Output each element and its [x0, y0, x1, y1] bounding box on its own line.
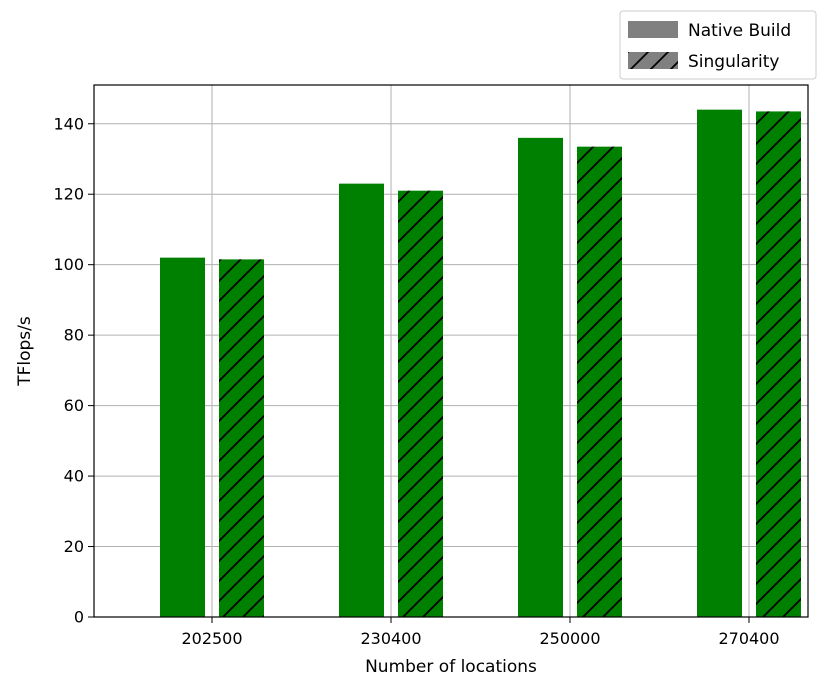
bars	[160, 109, 801, 618]
x-tick-label: 202500	[181, 629, 242, 648]
x-tick-label: 270400	[718, 629, 779, 648]
bar-native-build	[339, 183, 384, 618]
y-tick-label: 0	[74, 608, 84, 627]
axis-ticks: 0 20 40 60 80 100 120 140 202500 230400 250000 2704…	[53, 114, 779, 648]
grid-lines	[94, 85, 808, 618]
legend-swatch-native-build	[628, 21, 678, 38]
bar-singularity-hatch	[756, 111, 801, 618]
legend-label-native-build: Native Build	[688, 21, 791, 41]
x-axis-label: Number of locations	[365, 657, 537, 677]
bar-singularity-hatch	[577, 146, 622, 617]
legend: Native Build Singularity	[619, 10, 817, 80]
x-tick-label: 230400	[360, 629, 421, 648]
y-tick-label: 80	[64, 326, 84, 345]
y-tick-label: 40	[64, 467, 84, 486]
y-tick-label: 20	[64, 537, 84, 556]
y-axis-label: TFlops/s	[15, 316, 35, 387]
bar-singularity-hatch	[398, 190, 443, 617]
legend-swatch-singularity-hatch	[628, 52, 678, 69]
y-tick-label: 60	[64, 396, 84, 415]
bar-native-build	[697, 109, 742, 617]
bar-singularity-hatch	[219, 259, 264, 617]
y-tick-label: 100	[53, 255, 84, 274]
bar-native-build	[518, 137, 563, 617]
plot-frame	[93, 84, 809, 618]
legend-label-singularity: Singularity	[688, 52, 779, 72]
y-tick-label: 120	[53, 185, 84, 204]
bar-native-build	[160, 257, 205, 617]
x-tick-label: 250000	[539, 629, 600, 648]
y-tick-label: 140	[53, 114, 84, 133]
